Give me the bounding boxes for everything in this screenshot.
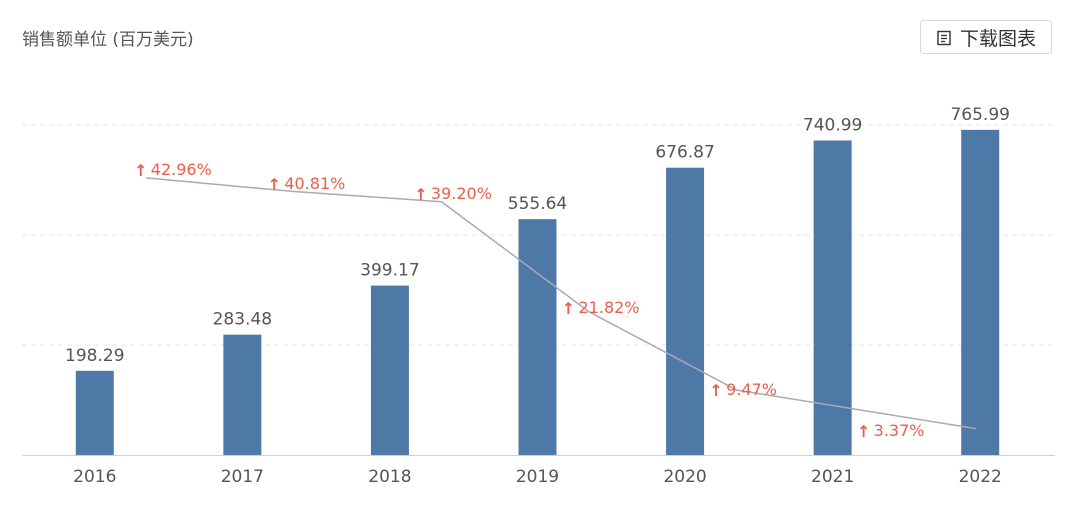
growth-arrow-icon: ↑ (414, 185, 427, 204)
x-tick-label-2017: 2017 (221, 467, 264, 487)
bar-2019 (518, 219, 557, 455)
download-chart-button[interactable]: 下载图表 (920, 20, 1052, 54)
x-tick-label-2016: 2016 (73, 467, 116, 487)
x-tick-label-2020: 2020 (663, 467, 706, 487)
chart-unit-label: 销售额单位 (百万美元) (22, 30, 194, 50)
growth-arrow-icon: ↑ (562, 299, 575, 318)
growth-label-2018: 40.81% (284, 174, 345, 193)
x-tick-label-2018: 2018 (368, 467, 411, 487)
bar-value-label-2022: 765.99 (950, 105, 1009, 125)
bar-2020 (666, 167, 705, 455)
growth-arrow-icon: ↑ (134, 161, 147, 180)
bar-2022 (961, 129, 1000, 455)
bar-value-label-2017: 283.48 (213, 310, 272, 330)
growth-label-2022: 3.37% (874, 421, 925, 440)
x-tick-label-2022: 2022 (959, 467, 1002, 487)
bar-2018 (370, 285, 409, 455)
growth-rate-line (146, 177, 977, 430)
bar-value-label-2020: 676.87 (655, 143, 714, 163)
growth-arrow-icon: ↑ (268, 175, 281, 194)
growth-label-2021: 9.47% (726, 380, 777, 399)
bar-2021 (813, 140, 852, 455)
growth-arrow-icon: ↑ (709, 381, 722, 400)
document-icon (936, 29, 952, 46)
bar-value-label-2021: 740.99 (803, 115, 862, 135)
bar-value-label-2018: 399.17 (360, 261, 419, 281)
growth-label-2019: 39.20% (431, 184, 492, 203)
growth-label-2020: 21.82% (579, 298, 640, 317)
x-tick-label-2021: 2021 (811, 467, 854, 487)
bar-2017 (223, 334, 262, 455)
growth-arrow-icon: ↑ (857, 422, 870, 441)
bar-value-label-2019: 555.64 (508, 194, 567, 214)
growth-label-2017: 42.96% (151, 160, 212, 179)
download-chart-label: 下载图表 (959, 27, 1036, 50)
bar-2016 (75, 370, 114, 455)
x-tick-label-2019: 2019 (516, 467, 559, 487)
bar-value-label-2016: 198.29 (65, 346, 124, 366)
